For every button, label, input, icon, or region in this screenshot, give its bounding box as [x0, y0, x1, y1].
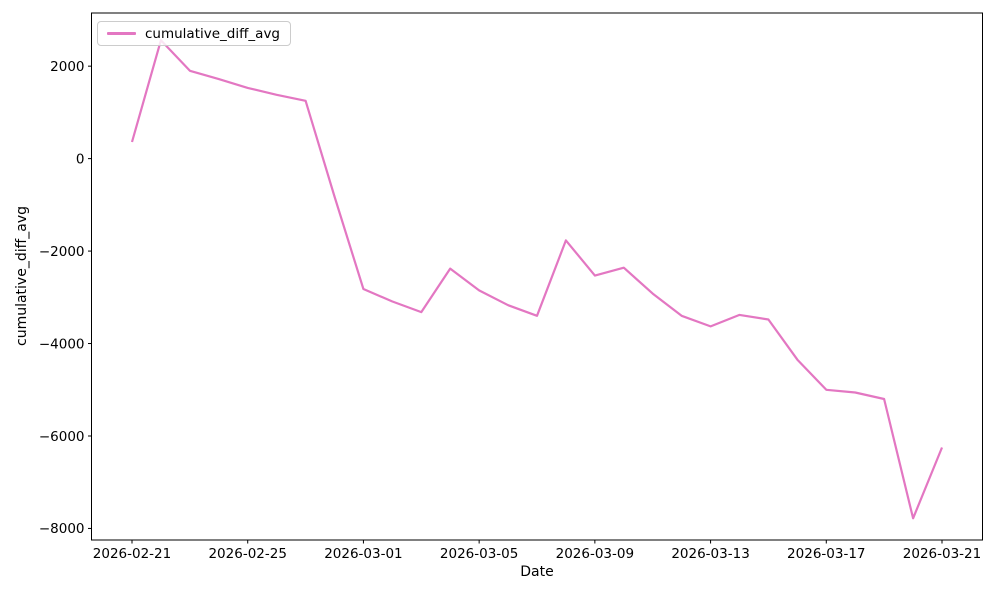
- x-tick-label: 2026-03-05: [440, 546, 518, 562]
- legend-line-sample: [107, 32, 136, 35]
- y-tick-label: −6000: [39, 429, 85, 445]
- x-tick-label: 2026-03-01: [324, 546, 402, 562]
- x-tick-label: 2026-03-09: [556, 546, 634, 562]
- y-axis-label: cumulative_diff_avg: [14, 206, 30, 346]
- x-tick-label: 2026-02-25: [208, 546, 286, 562]
- x-tick-label: 2026-03-13: [671, 546, 749, 562]
- x-tick-label: 2026-02-21: [93, 546, 171, 562]
- data-line-cumulative_diff_avg: [130, 39, 944, 520]
- x-tick-label: 2026-03-17: [787, 546, 865, 562]
- y-tick-label: 2000: [50, 59, 84, 75]
- y-tick-label: −2000: [39, 244, 85, 260]
- plot-border: [91, 12, 983, 541]
- y-tick-label: −8000: [39, 521, 85, 537]
- y-tick-label: 0: [76, 151, 85, 167]
- x-axis-label: Date: [520, 564, 554, 580]
- legend-label: cumulative_diff_avg: [145, 25, 280, 42]
- x-tick-label: 2026-03-21: [903, 546, 981, 562]
- legend: cumulative_diff_avg: [97, 21, 291, 46]
- y-tick-label: −4000: [39, 336, 85, 352]
